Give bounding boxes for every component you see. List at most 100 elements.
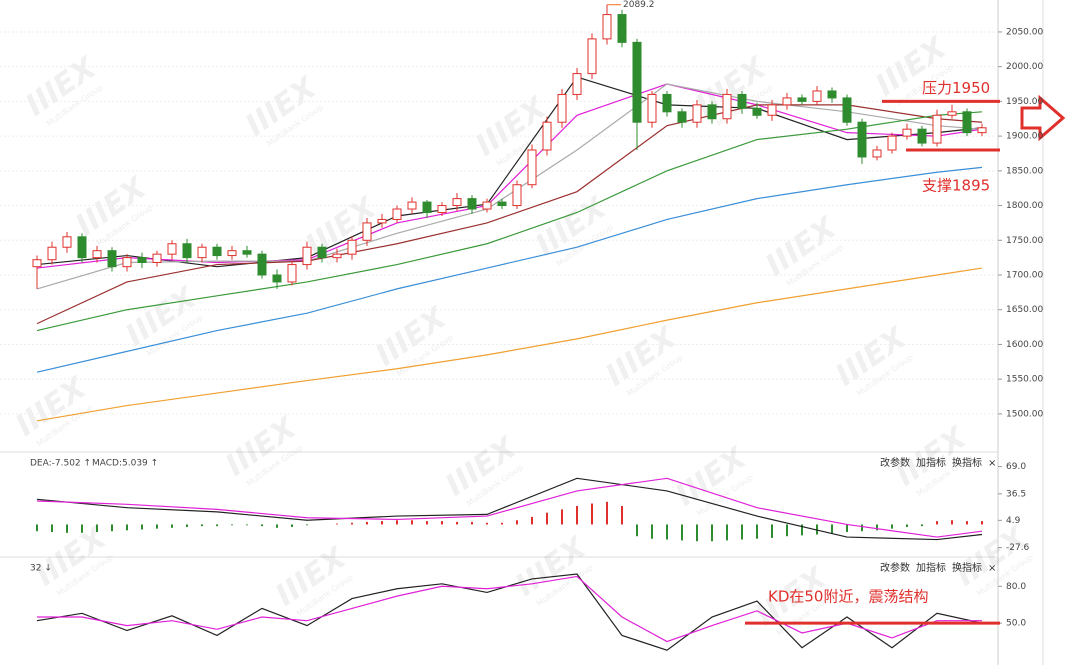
panel-button[interactable]: 换指标 [952, 456, 982, 469]
macd-bar [921, 524, 923, 527]
y-tick-label: 69.0 [1006, 462, 1026, 472]
candle-body [467, 198, 477, 210]
candle-body [512, 184, 522, 207]
y-tick-label: 1650.00 [1006, 305, 1043, 315]
panel-button[interactable]: 加指标 [916, 456, 946, 469]
macd-bar [891, 524, 893, 529]
macd-bar [171, 524, 173, 528]
candle-body [482, 201, 492, 210]
indicator-line [36, 166, 983, 373]
candle-body [707, 104, 717, 120]
macd-bar [831, 524, 833, 534]
macd-bar [606, 501, 608, 525]
panel-button[interactable]: × [988, 458, 996, 469]
macd-bar [621, 506, 623, 525]
macd-bar [456, 521, 458, 525]
candle-body [62, 236, 72, 248]
macd-bar [366, 521, 368, 525]
y-tick-label: 1550.00 [1006, 375, 1043, 385]
panel-button[interactable]: 改参数 [880, 561, 910, 574]
candle-body [647, 93, 657, 123]
macd-bar [771, 524, 773, 538]
macd-bar [156, 524, 158, 529]
indicator-line [36, 477, 983, 538]
candle-body [122, 257, 132, 268]
macd-bar [951, 520, 953, 525]
y-tick-label: 1900.00 [1006, 132, 1043, 142]
y-tick-label: 1600.00 [1006, 340, 1043, 350]
macd-bar [546, 512, 548, 525]
y-tick-label: 1500.00 [1006, 409, 1043, 419]
macd-bar [441, 521, 443, 525]
peak-label: 2089.2 [623, 0, 655, 10]
candle-body [932, 114, 942, 144]
macd-bar [351, 522, 353, 525]
candle-body [617, 14, 627, 43]
candle-body [437, 205, 447, 214]
candle-body [317, 246, 327, 259]
candle-body [587, 38, 597, 75]
panel-button[interactable]: × [988, 563, 996, 574]
macd-bar [906, 524, 908, 527]
macd-bar [741, 524, 743, 540]
macd-bar [591, 503, 593, 525]
panel-button[interactable]: 改参数 [880, 456, 910, 469]
level-label: 压力1950 [922, 79, 990, 97]
macd-bar [726, 524, 728, 541]
indicator-line [36, 267, 983, 422]
y-tick-label: 36.5 [1006, 489, 1026, 499]
level-label: 支撑1895 [922, 177, 990, 195]
indicator-line [36, 477, 983, 541]
y-tick-label: 1950.00 [1006, 97, 1043, 107]
macd-bar [231, 524, 233, 526]
candle-body [212, 246, 222, 257]
y-tick-label: 4.9 [1006, 516, 1021, 526]
macd-bar [801, 524, 803, 536]
macd-bar [306, 524, 308, 526]
candle-body [47, 246, 57, 261]
macd-bar [186, 524, 188, 527]
y-tick-label: -27.6 [1006, 543, 1030, 553]
candle-body [152, 253, 162, 264]
macd-bar [126, 524, 128, 531]
candle-body [362, 222, 372, 241]
y-tick-label: 1750.00 [1006, 236, 1043, 246]
indicator-header: 32 ↓ [30, 564, 52, 574]
panel-button[interactable]: 加指标 [916, 561, 946, 574]
candle-body [857, 121, 867, 158]
candle-body [677, 111, 687, 123]
annotation: KD在50附近，震荡结构 [768, 588, 928, 606]
candle-body [542, 121, 552, 151]
macd-bar [66, 524, 68, 533]
candle-body [917, 128, 927, 144]
macd-bar [216, 524, 218, 527]
indicator-header: MACD:5.039 ↑ [92, 459, 158, 469]
candle-body [257, 253, 267, 276]
candle-body [497, 201, 507, 207]
candle-body [782, 97, 792, 106]
indicator-header: DEA:-7.502 ↑ [30, 459, 91, 469]
candle-body [767, 104, 777, 116]
candle-body [77, 236, 87, 259]
indicator-line [36, 104, 983, 325]
macd-bar [261, 524, 263, 527]
macd-bar [636, 524, 638, 537]
candle-body [167, 243, 177, 255]
candle-body [602, 14, 612, 40]
arrow-icon [1020, 94, 1065, 142]
macd-bar [96, 524, 98, 533]
y-tick-label: 50.0 [1006, 619, 1026, 629]
macd-bar [711, 524, 713, 542]
candle-body [197, 246, 207, 259]
candle-body [182, 243, 192, 259]
macd-bar [411, 520, 413, 525]
candle-body [977, 127, 987, 134]
macd-bar [246, 524, 248, 526]
macd-bar [501, 522, 503, 525]
y-tick-label: 2050.00 [1006, 27, 1043, 37]
candle-body [227, 250, 237, 257]
panel-button[interactable]: 换指标 [952, 561, 982, 574]
macd-bar [666, 524, 668, 540]
macd-bar [846, 524, 848, 533]
